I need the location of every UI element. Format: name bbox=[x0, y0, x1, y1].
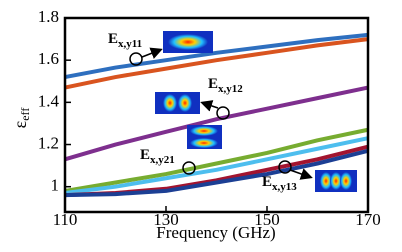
y-label-sub: eff bbox=[18, 108, 32, 121]
annotation-sub: x,y21 bbox=[150, 154, 175, 166]
annotation-sub: x,y12 bbox=[218, 83, 243, 95]
annotation-sub: x,y13 bbox=[272, 181, 297, 193]
annotation-main: E bbox=[262, 174, 272, 190]
series-line bbox=[64, 32, 369, 80]
y-axis-label: εeff bbox=[10, 108, 32, 129]
x-tick-label: 130 bbox=[153, 210, 179, 229]
annotation-sub: x,y11 bbox=[118, 38, 142, 50]
pointers bbox=[129, 47, 313, 180]
annotation: Ex,y13 bbox=[262, 174, 297, 192]
y-tick-label: 1.4 bbox=[38, 91, 60, 110]
annotation-main: E bbox=[108, 31, 118, 47]
x-tick-label: 110 bbox=[53, 210, 78, 229]
plot-frame bbox=[63, 16, 370, 214]
y-tick-label: 1 bbox=[51, 176, 60, 195]
x-tick-label: 150 bbox=[254, 210, 280, 229]
x-tick-label: 170 bbox=[355, 210, 381, 229]
annotation: Ex,y11 bbox=[108, 31, 142, 49]
y-tick-label: 1.6 bbox=[38, 49, 59, 68]
annotation-main: E bbox=[140, 147, 150, 163]
series-line bbox=[64, 37, 369, 90]
mode-icons bbox=[155, 31, 357, 192]
annotation-main: E bbox=[208, 76, 218, 92]
y-tick-label: 1.8 bbox=[38, 7, 59, 26]
y-label-main: ε bbox=[10, 120, 30, 128]
x-axis-label: Frequency (GHz) bbox=[156, 223, 275, 242]
series-line bbox=[64, 85, 369, 162]
annotation: Ex,y21 bbox=[140, 147, 175, 165]
series-line bbox=[64, 127, 369, 193]
annotation: Ex,y12 bbox=[208, 76, 243, 94]
y-tick-label: 1.2 bbox=[38, 133, 59, 152]
series-line bbox=[64, 148, 369, 198]
series-line bbox=[64, 136, 369, 196]
